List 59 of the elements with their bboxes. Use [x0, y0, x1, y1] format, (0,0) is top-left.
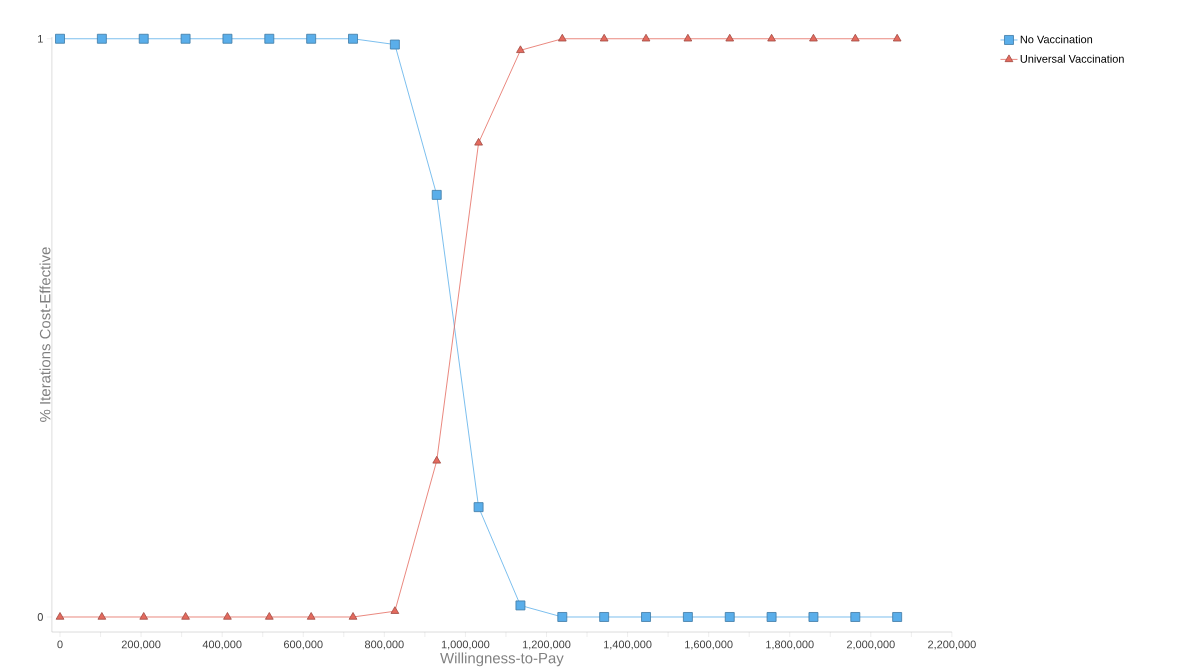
y-axis-title: % Iterations Cost-Effective — [39, 247, 51, 423]
point — [892, 612, 903, 623]
point — [431, 190, 442, 200]
point — [348, 612, 358, 620]
point — [516, 45, 525, 54]
x-tick-label: 800,000 — [364, 640, 404, 650]
point — [557, 612, 568, 623]
x-tick-label: 0 — [57, 640, 63, 649]
x-tick-label: 1,200,000 — [522, 640, 571, 650]
point — [97, 612, 107, 620]
point — [306, 612, 316, 620]
point — [599, 34, 609, 42]
point — [348, 34, 358, 44]
point — [641, 612, 651, 623]
point — [558, 34, 567, 42]
x-tick-label: 1,400,000 — [604, 640, 652, 650]
point — [851, 34, 860, 42]
x-tick-label: 1,000,000 — [441, 640, 490, 650]
x-tick-label: 1,800,000 — [766, 640, 814, 650]
point — [725, 34, 735, 42]
point — [473, 502, 484, 513]
point — [389, 39, 400, 50]
point — [515, 600, 526, 611]
x-tick-label: 200,000 — [121, 640, 161, 650]
y-tick-label: 1 — [38, 35, 43, 43]
point — [850, 612, 861, 623]
point — [55, 612, 65, 620]
point — [809, 34, 818, 42]
point — [599, 612, 610, 623]
point — [432, 456, 442, 464]
point — [139, 612, 149, 620]
x-axis-title: Willingness-to-Pay — [440, 652, 564, 667]
point — [767, 34, 776, 42]
x-tick-label: 1,600,000 — [685, 640, 733, 650]
point — [180, 34, 191, 44]
x-tick-label: 600,000 — [284, 640, 323, 650]
point — [808, 612, 819, 623]
point — [641, 34, 651, 42]
point — [724, 612, 735, 623]
point — [265, 612, 274, 620]
point — [390, 606, 400, 615]
point — [682, 612, 693, 623]
legend-label: Universal Vaccination — [1020, 54, 1124, 63]
x-tick-label: 2,000,000 — [846, 640, 895, 650]
point — [181, 612, 190, 620]
x-tick-label: 2,200,000 — [928, 640, 976, 650]
legend-label: No Vaccination — [1020, 35, 1093, 44]
point — [474, 138, 483, 146]
point — [683, 34, 693, 42]
point — [223, 612, 232, 620]
x-tick-label: 400,000 — [202, 640, 242, 650]
point — [138, 34, 149, 44]
point — [766, 612, 777, 623]
point — [96, 34, 107, 44]
point — [264, 34, 275, 44]
point — [222, 34, 233, 44]
point — [892, 34, 902, 42]
point — [306, 34, 317, 44]
point — [55, 34, 65, 44]
